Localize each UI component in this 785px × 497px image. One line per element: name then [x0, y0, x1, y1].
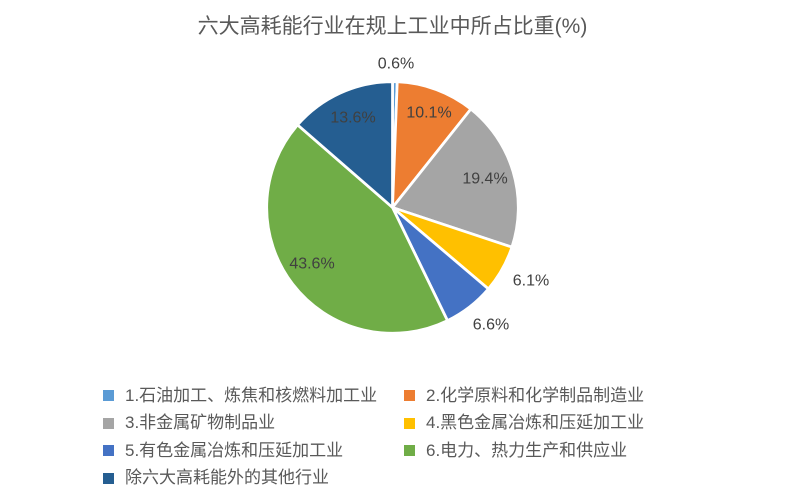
- legend-item-1: 1.石油加工、炼焦和核燃料加工业: [103, 385, 377, 407]
- legend-marker-6: [404, 445, 415, 456]
- legend-marker-7: [103, 472, 114, 484]
- pie-slice-3: [391, 107, 520, 249]
- pie-slice-7: [296, 80, 394, 209]
- legend-item-2: 2.化学原料和化学制品制造业: [404, 385, 644, 407]
- legend-item-4: 4.黑色金属冶炼和压延加工业: [404, 412, 644, 434]
- legend-label-3: 3.非金属矿物制品业: [125, 413, 276, 432]
- legend-item-3: 3.非金属矿物制品业: [103, 412, 275, 434]
- legend-marker-5: [103, 445, 114, 456]
- legend-label-4: 4.黑色金属冶炼和压延加工业: [426, 413, 645, 432]
- legend-label-1: 1.石油加工、炼焦和核燃料加工业: [125, 385, 378, 405]
- legend-label-6: 6.电力、热力生产和供应业: [426, 440, 628, 460]
- legend-marker-2: [404, 390, 415, 401]
- legend-marker-3: [103, 417, 114, 429]
- legend-label-5: 5.有色金属冶炼和压延加工业: [125, 440, 344, 460]
- slice-label-3: 19.4%: [462, 171, 507, 188]
- slice-label-4: 6.1%: [513, 273, 549, 290]
- legend-item-6: 6.电力、热力生产和供应业: [404, 440, 627, 462]
- slice-label-5: 6.6%: [473, 317, 509, 334]
- slice-label-2: 10.1%: [406, 105, 451, 122]
- legend-item-5: 5.有色金属冶炼和压延加工业: [103, 440, 343, 462]
- slice-label-7: 13.6%: [330, 110, 375, 127]
- pie-slice-6: [265, 123, 449, 335]
- slice-label-6: 43.6%: [289, 256, 334, 273]
- slice-label-1: 0.6%: [378, 56, 414, 73]
- legend-label-2: 2.化学原料和化学制品制造业: [426, 385, 645, 405]
- pie-slice-2: [391, 80, 473, 209]
- legend-item-7: 除六大高耗能外的其他行业: [103, 467, 329, 489]
- legend-label-7: 除六大高耗能外的其他行业: [125, 468, 329, 487]
- chart-title: 六大高耗能行业在规上工业中所占比重(%): [197, 15, 588, 38]
- legend-marker-1: [103, 390, 114, 401]
- legend-marker-4: [404, 417, 415, 429]
